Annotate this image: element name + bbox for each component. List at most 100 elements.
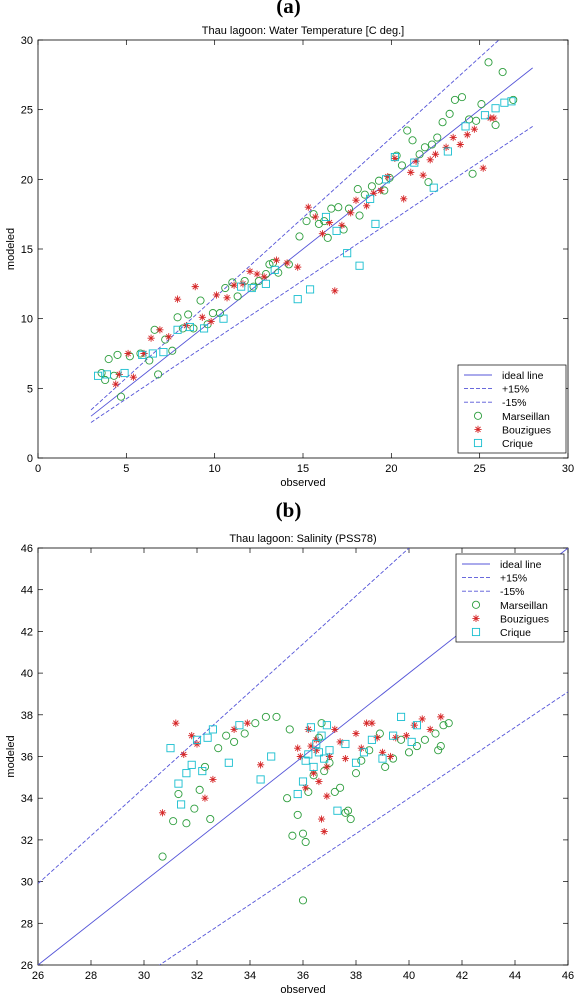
data-point-bouzigues	[156, 326, 164, 334]
data-point-crique	[366, 194, 375, 203]
data-point-bouzigues	[312, 746, 320, 754]
data-point-marseillan	[374, 176, 384, 185]
x-tick-label: 30	[562, 463, 574, 475]
data-point-marseillan	[336, 783, 345, 792]
data-point-marseillan	[125, 352, 134, 361]
data-point-crique	[235, 721, 244, 730]
data-point-bouzigues	[198, 313, 206, 321]
data-point-marseillan	[249, 282, 258, 291]
x-tick-label: 30	[138, 970, 150, 982]
data-point-crique	[407, 737, 416, 746]
data-point-bouzigues	[188, 732, 196, 740]
data-point-bouzigues	[352, 729, 360, 738]
data-point-marseillan	[261, 712, 270, 721]
data-point-crique	[208, 725, 217, 734]
data-point-marseillan	[415, 150, 424, 159]
data-point-bouzigues	[352, 196, 360, 204]
legend-label: Bouzigues	[502, 424, 551, 436]
data-point-bouzigues	[384, 172, 392, 181]
data-point-bouzigues	[253, 270, 261, 278]
data-point-bouzigues	[325, 218, 334, 227]
data-point-crique	[443, 147, 452, 156]
legend-label: +15%	[500, 573, 527, 585]
data-point-crique	[187, 760, 196, 769]
data-point-crique	[102, 370, 111, 379]
data-point-bouzigues	[347, 209, 355, 217]
data-point-bouzigues	[239, 280, 247, 288]
data-point-bouzigues	[246, 267, 254, 275]
data-point-crique	[367, 735, 376, 744]
data-point-marseillan	[353, 185, 362, 194]
legend-marker	[473, 411, 483, 420]
data-point-bouzigues	[456, 140, 464, 149]
x-tick-label: 0	[35, 463, 41, 475]
data-point-marseillan	[113, 350, 122, 359]
data-point-bouzigues	[437, 713, 445, 721]
data-point-marseillan	[450, 95, 459, 104]
data-point-marseillan	[184, 310, 193, 319]
data-point-crique	[333, 806, 342, 815]
data-point-crique	[219, 314, 228, 323]
data-point-marseillan	[465, 115, 474, 124]
data-point-bouzigues	[357, 744, 365, 752]
x-tick-label: 42	[456, 970, 468, 982]
data-point-crique	[138, 350, 147, 359]
data-point-bouzigues	[302, 784, 310, 792]
data-point-marseillan	[392, 151, 401, 160]
data-point-crique	[270, 265, 279, 274]
y-tick-label: 25	[21, 105, 33, 117]
x-tick-label: 34	[244, 970, 256, 982]
data-point-marseillan	[302, 217, 311, 226]
data-point-crique	[325, 746, 334, 755]
data-point-bouzigues	[311, 213, 319, 221]
data-point-bouzigues	[260, 273, 268, 281]
data-point-marseillan	[498, 67, 507, 77]
data-point-crique	[306, 723, 316, 732]
data-point-crique	[341, 739, 350, 749]
legend-label: -15%	[500, 586, 525, 598]
data-point-marseillan	[327, 204, 336, 213]
data-point-bouzigues	[294, 744, 302, 752]
panel-label-b: (b)	[275, 498, 302, 522]
data-point-crique	[237, 282, 246, 291]
data-point-bouzigues	[363, 719, 371, 727]
data-point-bouzigues	[312, 736, 320, 744]
data-point-marseillan	[221, 283, 230, 293]
data-point-crique	[389, 731, 398, 740]
data-point-marseillan	[491, 120, 500, 130]
plot-content	[90, 40, 533, 423]
data-point-marseillan	[351, 769, 361, 778]
y-tick-label: 5	[27, 383, 33, 395]
data-point-marseillan	[101, 375, 110, 385]
data-point-crique	[306, 285, 315, 294]
legend-label: Marseillan	[502, 411, 550, 423]
data-point-marseillan	[355, 211, 364, 220]
y-tick-label: 30	[21, 877, 33, 889]
data-point-marseillan	[468, 169, 477, 178]
data-point-marseillan	[214, 744, 223, 753]
data-point-marseillan	[334, 203, 343, 212]
data-point-bouzigues	[243, 719, 251, 727]
data-point-bouzigues	[191, 283, 199, 291]
data-point-marseillan	[343, 806, 353, 815]
data-point-marseillan	[222, 731, 231, 740]
data-point-crique	[309, 762, 318, 771]
data-point-marseillan	[360, 190, 369, 199]
data-point-crique	[461, 122, 470, 131]
data-point-bouzigues	[426, 156, 434, 164]
data-point-marseillan	[323, 233, 332, 242]
data-point-bouzigues	[419, 171, 427, 179]
data-point-bouzigues	[449, 133, 457, 142]
data-point-marseillan	[444, 719, 453, 728]
y-tick-label: 38	[21, 710, 33, 722]
data-point-crique	[410, 158, 419, 167]
data-point-bouzigues	[140, 349, 148, 358]
x-tick-label: 5	[123, 463, 129, 475]
data-point-marseillan	[433, 133, 442, 142]
data-point-bouzigues	[392, 734, 400, 742]
data-point-crique	[507, 97, 516, 106]
data-point-marseillan	[438, 118, 447, 127]
data-point-marseillan	[367, 182, 376, 191]
data-point-marseillan	[251, 719, 260, 728]
